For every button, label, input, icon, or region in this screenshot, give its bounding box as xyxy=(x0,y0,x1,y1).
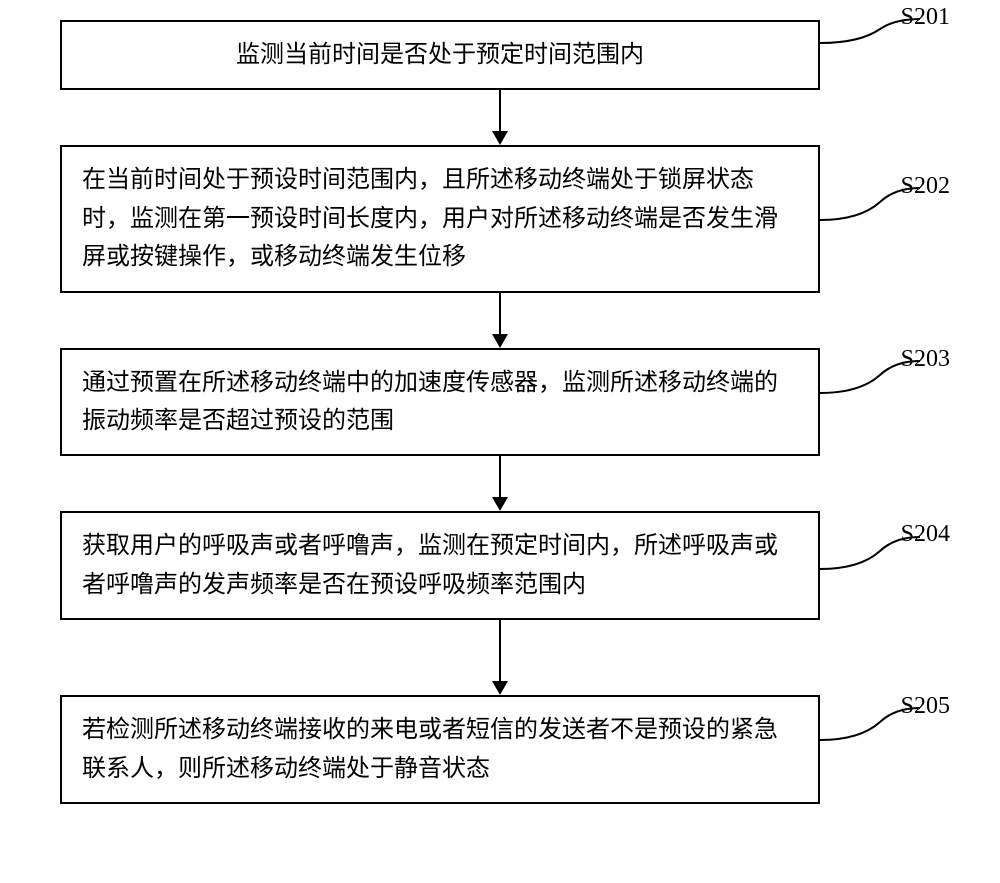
step-text: 在当前时间处于预设时间范围内，且所述移动终端处于锁屏状态时，监测在第一预设时间长… xyxy=(82,161,798,276)
step-text: 通过预置在所述移动终端中的加速度传感器，监测所述移动终端的振动频率是否超过预设的… xyxy=(82,364,798,441)
step-row-5: 若检测所述移动终端接收的来电或者短信的发送者不是预设的紧急联系人，则所述移动终端… xyxy=(60,695,940,804)
arrow-line xyxy=(499,293,501,334)
arrow-1 xyxy=(120,90,880,145)
step-label-s205: S205 xyxy=(901,693,950,720)
arrow-head xyxy=(492,131,508,145)
arrow-head xyxy=(492,334,508,348)
step-label-s204: S204 xyxy=(901,521,950,548)
step-box-s203: 通过预置在所述移动终端中的加速度传感器，监测所述移动终端的振动频率是否超过预设的… xyxy=(60,348,820,457)
step-box-s204: 获取用户的呼吸声或者呼噜声，监测在预定时间内，所述呼吸声或者呼噜声的发声频率是否… xyxy=(60,511,820,620)
arrow-head xyxy=(492,497,508,511)
arrow-2 xyxy=(120,293,880,348)
arrow-line xyxy=(499,620,501,681)
arrow-line xyxy=(499,456,501,497)
step-row-4: 获取用户的呼吸声或者呼噜声，监测在预定时间内，所述呼吸声或者呼噜声的发声频率是否… xyxy=(60,511,940,620)
step-row-2: 在当前时间处于预设时间范围内，且所述移动终端处于锁屏状态时，监测在第一预设时间长… xyxy=(60,145,940,292)
step-box-s205: 若检测所述移动终端接收的来电或者短信的发送者不是预设的紧急联系人，则所述移动终端… xyxy=(60,695,820,804)
arrow-4 xyxy=(120,620,880,695)
step-row-3: 通过预置在所述移动终端中的加速度传感器，监测所述移动终端的振动频率是否超过预设的… xyxy=(60,348,940,457)
step-box-s202: 在当前时间处于预设时间范围内，且所述移动终端处于锁屏状态时，监测在第一预设时间长… xyxy=(60,145,820,292)
flowchart-container: 监测当前时间是否处于预定时间范围内 S201 在当前时间处于预设时间范围内，且所… xyxy=(60,20,940,804)
step-label-s203: S203 xyxy=(901,346,950,373)
step-row-1: 监测当前时间是否处于预定时间范围内 S201 xyxy=(60,20,940,90)
arrow-line xyxy=(499,90,501,131)
step-text: 获取用户的呼吸声或者呼噜声，监测在预定时间内，所述呼吸声或者呼噜声的发声频率是否… xyxy=(82,527,798,604)
step-text: 监测当前时间是否处于预定时间范围内 xyxy=(236,36,644,74)
step-box-s201: 监测当前时间是否处于预定时间范围内 xyxy=(60,20,820,90)
step-label-s202: S202 xyxy=(901,173,950,200)
arrow-head xyxy=(492,681,508,695)
step-label-s201: S201 xyxy=(901,4,950,31)
arrow-3 xyxy=(120,456,880,511)
step-text: 若检测所述移动终端接收的来电或者短信的发送者不是预设的紧急联系人，则所述移动终端… xyxy=(82,711,798,788)
